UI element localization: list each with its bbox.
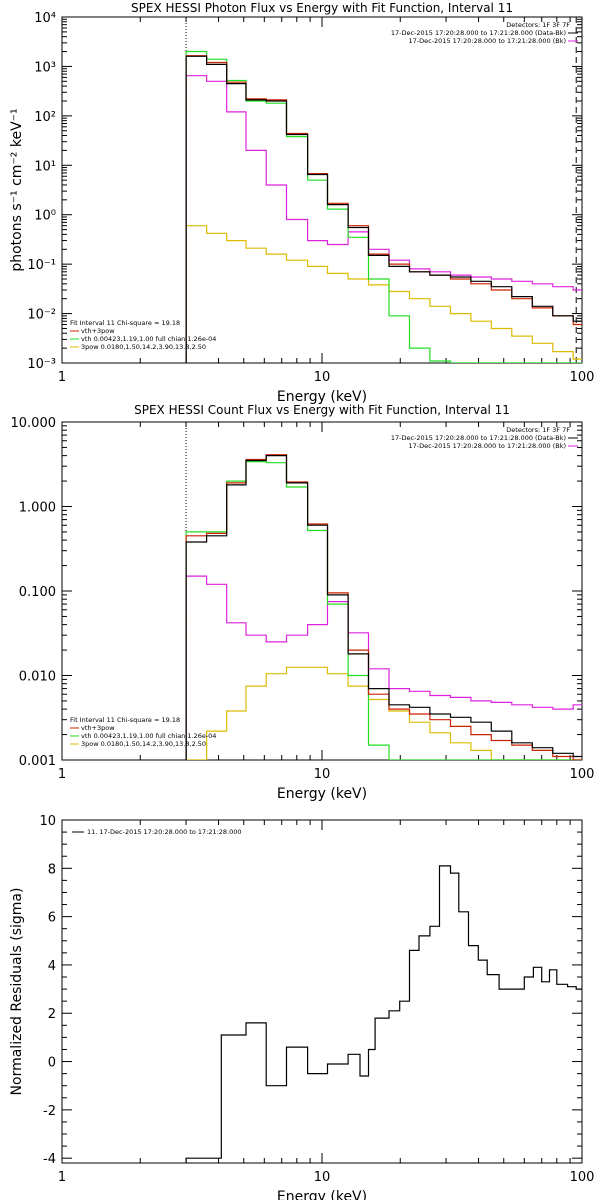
x-tick-label: 100 (570, 1170, 595, 1185)
x-tick-label: 10 (314, 370, 331, 385)
series-thermal-line (185, 461, 582, 760)
legend-fit-header: Fit Interval 11 Chi-square = 19.18 (70, 319, 180, 327)
y-tick-label: 10 (39, 814, 56, 829)
chart-panel-2: SPEX HESSI Count Flux vs Energy with Fit… (11, 403, 595, 802)
y-tick-label: 0.001 (19, 754, 56, 769)
x-axis-title: Energy (keV) (277, 786, 367, 802)
legend-entry: 17-Dec-2015 17:20:28.000 to 17:21:28.000… (391, 29, 566, 37)
series-data-line (185, 865, 582, 1163)
plot-frame (61, 819, 583, 1164)
legend-entry: 3pow 0.0180,1.50,14.2,3.90,13.8,2.50 (81, 343, 206, 351)
legend-entry: vth 0.00423,1.19,1.00 full chian 1.26e-0… (81, 335, 216, 343)
y-tick-label: -2 (43, 1104, 56, 1119)
legend-entry: 11. 17-Dec-2015 17:20:28.000 to 17:21:28… (87, 828, 242, 836)
y-axis-title: Normalized Residuals (sigma) (9, 888, 25, 1096)
legend-entry: vth 0.00423,1.19,1.00 full chian 1.26e-0… (81, 732, 216, 740)
series-background-line (185, 575, 582, 760)
series-total-line (185, 454, 582, 760)
x-tick-label: 10 (314, 767, 331, 782)
y-tick-label: 10⁻³ (27, 357, 56, 372)
y-tick-label: -4 (43, 1152, 56, 1167)
series-powerlaw-line (185, 666, 582, 760)
series-data-line (185, 55, 582, 363)
legend-entry: 17-Dec-2015 17:20:28.000 to 17:21:28.000… (409, 442, 567, 450)
x-tick-label: 100 (570, 370, 595, 385)
chart-title: SPEX HESSI Photon Flux vs Energy with Fi… (131, 1, 513, 15)
legend-entry: 3pow 0.0180,1.50,14.2,3.90,13.8,2.50 (81, 740, 206, 748)
x-tick-label: 100 (570, 767, 595, 782)
y-tick-label: 10⁻¹ (27, 258, 56, 273)
y-tick-label: 4 (48, 959, 56, 974)
y-tick-label: 10⁴ (34, 11, 56, 26)
y-tick-label: 0.010 (19, 670, 56, 685)
series-data-line (185, 455, 582, 760)
y-tick-label: 0.100 (19, 585, 56, 600)
plot-frame (61, 16, 583, 364)
series-powerlaw-line (185, 225, 582, 363)
x-axis-title: Energy (keV) (277, 1189, 367, 1200)
legend-fit-header: Fit Interval 11 Chi-square = 19.18 (70, 716, 180, 724)
x-tick-label: 1 (58, 767, 66, 782)
y-axis-title: photons s⁻¹ cm⁻² keV⁻¹ (9, 108, 25, 271)
chart-panel-1: SPEX HESSI Photon Flux vs Energy with Fi… (9, 1, 594, 405)
legend-entry: 17-Dec-2015 17:20:28.000 to 17:21:28.000… (409, 37, 567, 45)
legend-detectors: Detectors: 1F 3F 7F (506, 426, 570, 434)
chart-panel-3: 1 10 100 -4 -2 0 2 4 6 8 10 Energy (keV) Normalized … (9, 814, 594, 1200)
y-tick-label: 2 (48, 1007, 56, 1022)
x-tick-label: 10 (314, 1170, 331, 1185)
legend-entry: 17-Dec-2015 17:20:28.000 to 17:21:28.000… (391, 434, 566, 442)
legend-entry: vth+3pow (81, 724, 115, 732)
series-group (185, 865, 582, 1163)
y-tick-label: 6 (48, 911, 56, 926)
x-tick-label: 1 (58, 1170, 66, 1185)
x-tick-label: 1 (58, 370, 66, 385)
series-thermal-line (185, 50, 582, 363)
plot-frame (61, 421, 583, 761)
y-tick-label: 10² (34, 110, 56, 125)
y-tick-label: 0 (48, 1056, 56, 1071)
x-axis-title: Energy (keV) (277, 389, 367, 405)
chart-title: SPEX HESSI Count Flux vs Energy with Fit… (134, 403, 510, 417)
legend-detectors: Detectors: 1F 3F 7F (506, 21, 570, 29)
y-tick-label: 10⁻² (27, 308, 56, 323)
series-group (185, 50, 582, 363)
series-group (185, 454, 582, 760)
y-tick-label: 8 (48, 862, 56, 877)
y-tick-label: 10.000 (11, 416, 57, 431)
legend-entry: vth+3pow (81, 327, 115, 335)
y-tick-label: 10³ (34, 60, 56, 75)
series-background-line (185, 75, 582, 363)
y-tick-label: 1.000 (19, 501, 56, 516)
y-tick-label: 10⁰ (34, 209, 56, 224)
y-tick-label: 10¹ (34, 159, 56, 174)
series-total-line (185, 55, 582, 363)
